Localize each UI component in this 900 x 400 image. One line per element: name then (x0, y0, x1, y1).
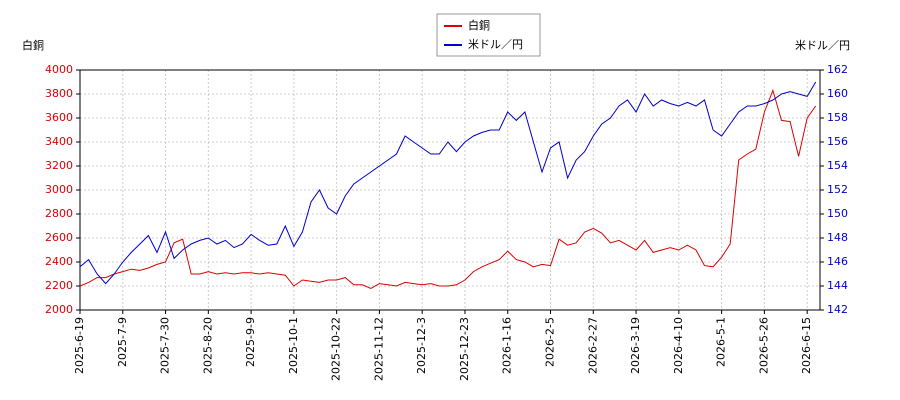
legend-label: 米ドル／円 (468, 38, 523, 51)
x-tick-label: 2025-6-19 (73, 317, 86, 374)
y2-tick-label: 160 (827, 87, 848, 100)
y2-tick-label: 144 (827, 279, 848, 292)
y2-axis-label: 米ドル／円 (795, 39, 850, 52)
y-axis-label: 白銅 (22, 38, 44, 52)
plot-frame (79, 69, 821, 311)
legend-box (436, 13, 541, 57)
y-tick-label: 4000 (45, 63, 73, 76)
y-tick-label: 2400 (45, 255, 73, 268)
x-tick-label: 2026-6-15 (800, 317, 813, 374)
y2-tick-label: 150 (827, 207, 848, 220)
y2-tick-label: 148 (827, 231, 848, 244)
y2-tick-label: 158 (827, 111, 848, 124)
x-tick-label: 2026-1-16 (501, 317, 514, 374)
y-tick-label: 2600 (45, 231, 73, 244)
y-tick-label: 2000 (45, 303, 73, 316)
x-tick-label: 2026-3-19 (629, 317, 642, 374)
y-tick-label: 2800 (45, 207, 73, 220)
x-tick-label: 2026-2-27 (586, 317, 599, 374)
x-tick-label: 2025-7-30 (159, 317, 172, 374)
y-tick-label: 3400 (45, 135, 73, 148)
y-tick-label: 3800 (45, 87, 73, 100)
x-tick-label: 2025-7-9 (116, 317, 129, 367)
x-tick-label: 2026-4-10 (672, 317, 685, 374)
x-tick-label: 2025-10-1 (287, 317, 300, 374)
y2-tick-label: 162 (827, 63, 848, 76)
x-tick-label: 2025-12-3 (415, 317, 428, 374)
y-tick-label: 3200 (45, 159, 73, 172)
y2-tick-label: 142 (827, 303, 848, 316)
x-tick-label: 2025-11-12 (372, 317, 385, 381)
legend-label: 白銅 (468, 18, 490, 32)
series-line (79, 81, 817, 285)
y2-tick-label: 146 (827, 255, 848, 268)
x-tick-label: 2026-5-1 (715, 317, 728, 367)
x-tick-label: 2025-10-22 (330, 317, 343, 381)
y2-tick-label: 156 (827, 135, 848, 148)
x-tick-label: 2025-8-20 (201, 317, 214, 374)
series-line (79, 88, 817, 289)
y-tick-label: 3000 (45, 183, 73, 196)
y-tick-label: 3600 (45, 111, 73, 124)
y2-tick-label: 154 (827, 159, 848, 172)
y2-tick-label: 152 (827, 183, 848, 196)
y-tick-label: 2200 (45, 279, 73, 292)
x-tick-label: 2026-5-26 (757, 317, 770, 374)
x-tick-label: 2026-2-5 (544, 317, 557, 367)
x-tick-label: 2025-12-23 (458, 317, 471, 381)
x-tick-label: 2025-9-9 (244, 317, 257, 367)
